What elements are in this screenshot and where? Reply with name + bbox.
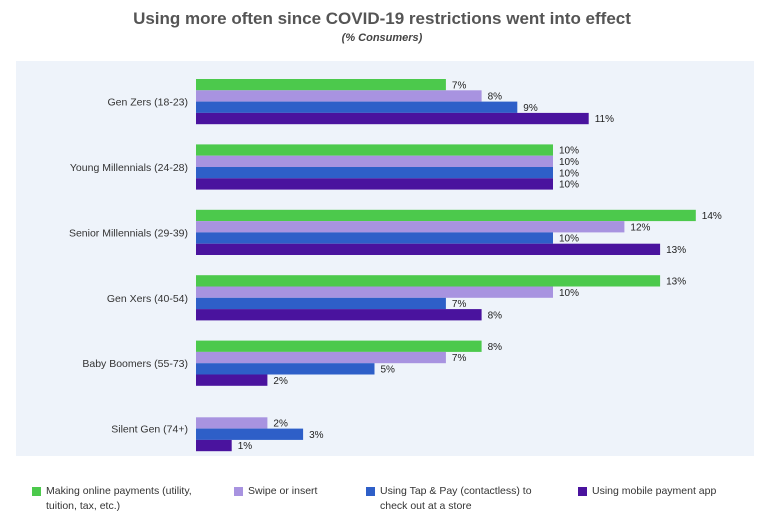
bar <box>196 221 625 233</box>
data-label: 10% <box>559 146 579 157</box>
bars-layer: Gen Zers (18-23) 7% 8% 9% 11% Young Millennia… <box>69 79 722 452</box>
data-label: 14% <box>702 211 722 222</box>
bar <box>196 340 482 352</box>
data-label: 10% <box>559 180 579 191</box>
bar <box>196 275 661 287</box>
data-label: 10% <box>559 157 579 168</box>
legend-label: Using mobile payment app <box>592 485 717 497</box>
bar <box>196 209 696 222</box>
bar <box>196 112 589 125</box>
data-label: 7% <box>452 353 467 364</box>
data-label: 7% <box>452 299 467 310</box>
category-label: Young Millennials (24-28) <box>70 162 188 174</box>
bar <box>196 309 482 321</box>
data-label: 5% <box>381 365 396 376</box>
category-label: Silent Gen (74+) <box>111 424 188 436</box>
data-label: 10% <box>559 288 579 299</box>
data-label: 1% <box>238 441 253 452</box>
bar <box>196 178 553 190</box>
data-label: 13% <box>666 277 686 288</box>
category-label: Gen Xers (40-54) <box>107 293 188 305</box>
bar <box>196 297 446 310</box>
bar-chart: Gen Zers (18-23) 7% 8% 9% 11% Young Millennia… <box>69 79 722 452</box>
legend-swatch <box>366 487 375 496</box>
bar <box>196 243 661 255</box>
bar <box>196 286 553 298</box>
data-label: 7% <box>452 80 467 91</box>
data-label: 2% <box>273 419 288 430</box>
bar <box>196 439 232 452</box>
legend-item: Using mobile payment app <box>578 484 748 499</box>
legend-swatch <box>578 487 587 496</box>
bar <box>196 363 375 375</box>
chart-legend: Making online payments (utility, tuition… <box>0 484 764 520</box>
data-label: 10% <box>559 168 579 179</box>
category-label: Senior Millennials (29-39) <box>69 227 188 239</box>
bar <box>196 167 553 179</box>
data-label: 11% <box>595 114 614 125</box>
legend-item: Swipe or insert <box>234 484 354 499</box>
category-label: Baby Boomers (55-73) <box>82 358 188 370</box>
data-label: 8% <box>488 310 503 321</box>
legend-label: Making online payments (utility, tuition… <box>46 485 192 512</box>
bar <box>196 101 518 113</box>
chart-title: Using more often since COVID-19 restrict… <box>133 9 631 28</box>
bar <box>196 232 553 244</box>
legend-swatch <box>234 487 243 496</box>
data-label: 10% <box>559 234 579 245</box>
legend-label: Swipe or insert <box>248 485 318 497</box>
bar <box>196 79 446 91</box>
data-label: 12% <box>630 222 650 233</box>
bar <box>196 428 304 440</box>
chart-subtitle: (% Consumers) <box>341 32 423 44</box>
bar <box>196 374 268 386</box>
data-label: 3% <box>309 430 324 441</box>
legend-swatch <box>32 487 41 496</box>
data-label: 8% <box>488 92 503 103</box>
bar <box>196 417 268 429</box>
data-label: 8% <box>488 342 503 353</box>
data-label: 2% <box>273 376 288 387</box>
legend-item: Making online payments (utility, tuition… <box>32 484 207 514</box>
legend-label: Using Tap & Pay (contactless) to check o… <box>380 485 532 512</box>
legend-item: Using Tap & Pay (contactless) to check o… <box>366 484 556 514</box>
category-label: Gen Zers (18-23) <box>107 97 188 109</box>
data-label: 9% <box>523 103 538 114</box>
bar <box>196 90 482 102</box>
data-label: 13% <box>666 245 686 256</box>
bar <box>196 155 553 167</box>
bar <box>196 144 553 156</box>
plot-area <box>16 61 754 456</box>
bar <box>196 351 446 364</box>
